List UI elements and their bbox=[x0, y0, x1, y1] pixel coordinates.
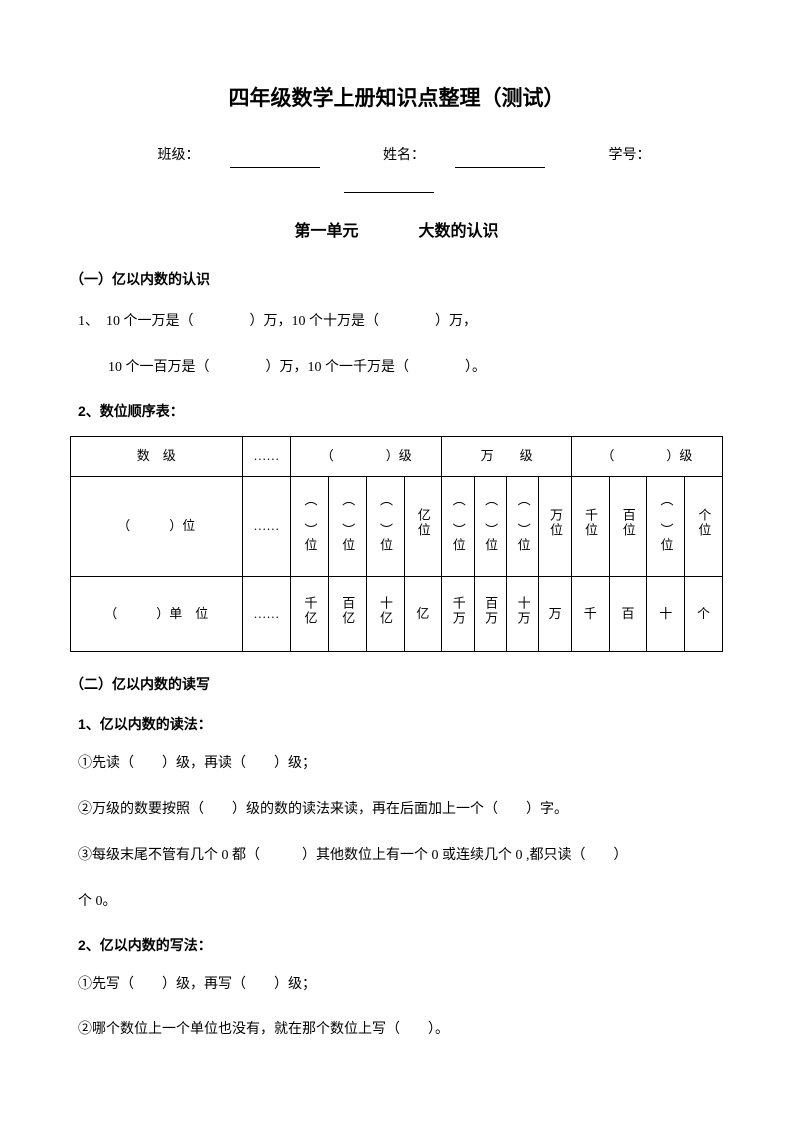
s2-line4: 个 0。 bbox=[70, 887, 723, 918]
cell-level-label: 数 级 bbox=[71, 436, 243, 476]
name-label: 姓名： bbox=[368, 148, 560, 163]
section-1-heading: （一）亿以内数的认识 bbox=[70, 267, 723, 292]
cell-unit-bai: 百 bbox=[609, 576, 647, 651]
cell-pos: ︵ ︶位 bbox=[507, 476, 539, 576]
cell-unit-wan: 万 bbox=[539, 576, 571, 651]
cell-pos-qian: 千位 bbox=[571, 476, 609, 576]
s2-line1: ①先读（ ）级，再读（ ）级； bbox=[70, 749, 723, 780]
cell-unit-label: （ ）单 位 bbox=[71, 576, 243, 651]
cell-pos: ︵ ︶位 bbox=[474, 476, 506, 576]
cell-unit: 百万 bbox=[474, 576, 506, 651]
s2-line6: ②哪个数位上一个单位也没有，就在那个数位上写（ ）。 bbox=[70, 1015, 723, 1046]
cell-unit-yi: 亿 bbox=[404, 576, 442, 651]
cell-pos: ︵ ︶位 bbox=[366, 476, 404, 576]
cell-pos-wan: 万位 bbox=[539, 476, 571, 576]
table-row: （ ）单 位 …… 千亿 百亿 十亿 亿 千万 百万 十万 万 千 百 十 个 bbox=[71, 576, 723, 651]
cell-ellipsis: …… bbox=[242, 476, 291, 576]
cell-level-blank: （ ）级 bbox=[291, 436, 442, 476]
class-label: 班级： bbox=[143, 148, 335, 163]
cell-unit: 千亿 bbox=[291, 576, 329, 651]
name-blank[interactable] bbox=[455, 151, 545, 168]
section-2-heading: （二）亿以内数的读写 bbox=[70, 672, 723, 697]
cell-position-label: （ ）位 bbox=[71, 476, 243, 576]
s2-line2: ②万级的数要按照（ ）级的数的读法来读，再在后面加上一个（ ）字。 bbox=[70, 795, 723, 826]
cell-pos: ︵ ︶位 bbox=[442, 476, 474, 576]
student-info-row: 班级： 姓名： 学号： bbox=[70, 143, 723, 193]
sub-2-1-heading: 1、亿以内数的读法： bbox=[70, 712, 723, 737]
s2-line3: ③每级末尾不管有几个 0 都（ ）其他数位上有一个 0 或连续几个 0 ,都只读… bbox=[70, 841, 723, 872]
id-blank[interactable] bbox=[344, 176, 434, 193]
cell-pos: ︵ ︶位 bbox=[329, 476, 367, 576]
cell-ellipsis: …… bbox=[242, 436, 291, 476]
cell-pos-ge: 个位 bbox=[685, 476, 723, 576]
cell-unit-qian: 千 bbox=[571, 576, 609, 651]
cell-pos: ︵ ︶位 bbox=[291, 476, 329, 576]
q1-line2: 10 个一百万是（ ）万，10 个一千万是（ ）。 bbox=[70, 353, 723, 384]
cell-pos-bai: 百位 bbox=[609, 476, 647, 576]
sub-2-2-heading: 2、亿以内数的写法： bbox=[70, 933, 723, 958]
cell-unit-shi: 十 bbox=[647, 576, 685, 651]
cell-level-blank2: （ ）级 bbox=[571, 436, 722, 476]
cell-ellipsis: …… bbox=[242, 576, 291, 651]
page-title: 四年级数学上册知识点整理（测试） bbox=[70, 80, 723, 118]
cell-unit: 百亿 bbox=[329, 576, 367, 651]
class-blank[interactable] bbox=[230, 151, 320, 168]
table-row: 数 级 …… （ ）级 万 级 （ ）级 bbox=[71, 436, 723, 476]
q2-heading: 2、数位顺序表： bbox=[70, 399, 723, 424]
cell-unit: 千万 bbox=[442, 576, 474, 651]
cell-unit: 十亿 bbox=[366, 576, 404, 651]
table-row: （ ）位 …… ︵ ︶位 ︵ ︶位 ︵ ︶位 亿位 ︵ ︶位 ︵ ︶位 ︵ ︶位… bbox=[71, 476, 723, 576]
cell-pos-yi: 亿位 bbox=[404, 476, 442, 576]
cell-wan-level: 万 级 bbox=[442, 436, 572, 476]
cell-pos: ︵ ︶位 bbox=[647, 476, 685, 576]
place-value-table: 数 级 …… （ ）级 万 级 （ ）级 （ ）位 …… ︵ ︶位 ︵ ︶位 ︵… bbox=[70, 436, 723, 652]
q1-line1: 1、 10 个一万是（ ）万，10 个十万是（ ）万， bbox=[70, 307, 723, 338]
subtitle: 第一单元大数的认识 bbox=[70, 218, 723, 247]
s2-line5: ①先写（ ）级，再写（ ）级； bbox=[70, 970, 723, 1001]
cell-unit: 十万 bbox=[507, 576, 539, 651]
cell-unit-ge: 个 bbox=[685, 576, 723, 651]
